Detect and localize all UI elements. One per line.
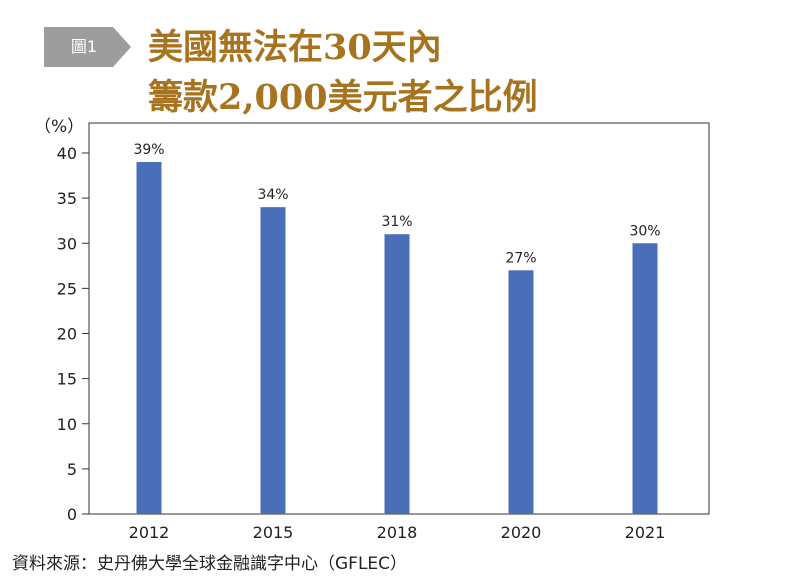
y-tick-label: 35 <box>57 189 77 208</box>
figure-badge-label: 圖1 <box>70 37 98 56</box>
y-axis: 0 5 10 15 20 25 30 35 40 <box>57 144 89 524</box>
y-axis-unit-label: （%） <box>34 117 84 137</box>
x-axis: 2012 2015 2018 2020 2021 <box>129 523 666 542</box>
x-tick-label-2012: 2012 <box>129 523 170 542</box>
data-label-2012: 39% <box>133 142 164 158</box>
chart-title-line-1: 美國無法在30天內 <box>148 27 442 68</box>
y-tick-label: 20 <box>57 325 77 344</box>
bar-2012 <box>136 162 162 514</box>
y-tick-label: 40 <box>57 144 77 163</box>
data-label-2015: 34% <box>257 187 288 203</box>
y-tick-label: 15 <box>57 370 77 389</box>
y-tick-label: 30 <box>57 234 77 253</box>
x-tick-label-2015: 2015 <box>253 523 294 542</box>
x-tick-label-2021: 2021 <box>625 523 666 542</box>
y-tick-label: 10 <box>57 415 77 434</box>
y-tick-label: 25 <box>57 279 77 298</box>
chart-title-line-2: 籌款2,000美元者之比例 <box>148 77 538 118</box>
data-label-2018: 31% <box>381 214 412 230</box>
bar-2018 <box>384 234 410 514</box>
y-tick-label: 0 <box>67 505 77 524</box>
bar-2020 <box>508 270 534 514</box>
figure-badge-shape <box>44 27 131 67</box>
data-label-2021: 30% <box>629 223 660 239</box>
x-tick-label-2018: 2018 <box>377 523 418 542</box>
y-tick-label: 5 <box>67 460 77 479</box>
source-note: 資料來源：史丹佛大學全球金融識字中心（GFLEC） <box>12 554 408 574</box>
data-label-2020: 27% <box>505 250 536 266</box>
bars: 39% 34% 31% 27% 30% <box>133 142 661 514</box>
bar-2015 <box>260 207 286 514</box>
bar-2021 <box>632 243 658 514</box>
x-tick-label-2020: 2020 <box>501 523 542 542</box>
